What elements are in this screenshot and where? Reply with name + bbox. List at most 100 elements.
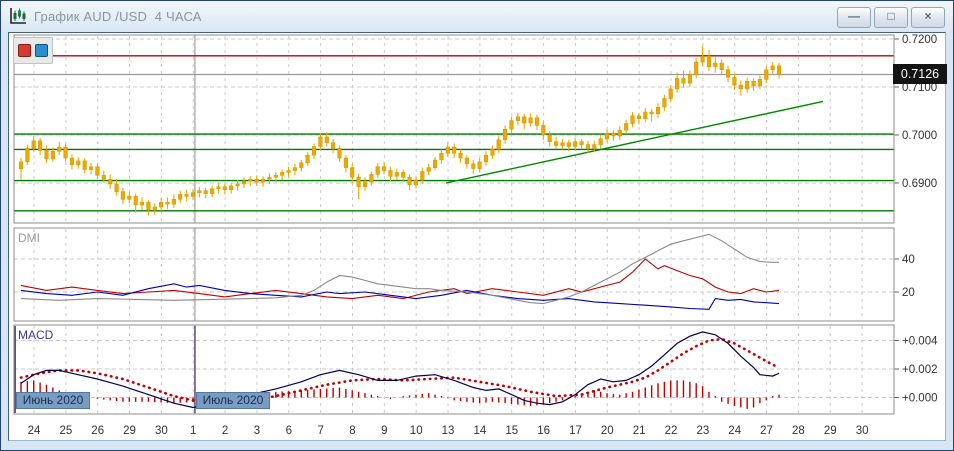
candle [592, 144, 597, 149]
x-axis-label: 16 [537, 425, 550, 437]
candle [95, 166, 100, 176]
candle [643, 111, 648, 119]
candle [324, 136, 329, 143]
candle [534, 117, 540, 126]
candle [190, 192, 196, 197]
x-axis-label: 15 [505, 425, 518, 437]
candle [776, 65, 782, 75]
x-axis-label: 14 [474, 425, 487, 437]
candle [25, 148, 30, 163]
price-axis-label: 0.7200 [902, 34, 937, 46]
candle [362, 181, 368, 188]
candle [350, 167, 355, 178]
x-axis-label: 10 [410, 425, 423, 437]
macd-panel-label: MACD [18, 328, 54, 342]
candle [668, 88, 673, 99]
candle [76, 160, 81, 165]
blue-marker-button[interactable] [35, 44, 48, 57]
candle [235, 183, 240, 187]
close-button[interactable]: × [911, 7, 945, 28]
candle [286, 170, 291, 173]
x-axis-label: 28 [792, 425, 805, 437]
x-axis-label: 2 [222, 425, 228, 437]
candle [738, 84, 743, 90]
macd-panel-border [13, 324, 895, 415]
x-axis-label: 6 [286, 425, 292, 437]
candle [726, 69, 731, 78]
candle [89, 166, 94, 170]
candle [452, 146, 457, 154]
current-price-tag: 0.7126 [893, 64, 947, 84]
candle [585, 144, 590, 149]
candle [120, 191, 125, 200]
x-axis-label: 9 [381, 425, 387, 437]
macd-axis-label: +0.004 [902, 336, 938, 348]
dmi-panel-border [13, 227, 895, 322]
candle [133, 196, 138, 206]
candle [127, 196, 132, 200]
candle [114, 183, 119, 192]
candle [178, 194, 183, 200]
candle [503, 128, 508, 141]
plus_di-line [20, 258, 780, 300]
candle [471, 163, 476, 169]
candle [108, 178, 113, 185]
candle [63, 146, 68, 159]
candle [203, 190, 208, 194]
macd-panel[interactable] [14, 325, 894, 414]
price-axis-label: 0.7100 [902, 82, 937, 94]
candle [624, 123, 629, 131]
candle [50, 151, 55, 160]
red-marker-button[interactable] [18, 44, 31, 57]
dmi-panel[interactable] [14, 228, 894, 321]
price-axis-label: 0.6900 [902, 178, 937, 190]
price-axis-label: 0.7000 [902, 130, 937, 142]
macd-line [20, 331, 780, 409]
candle [18, 161, 24, 169]
candle [254, 178, 259, 183]
macd-histogram [20, 380, 780, 409]
candle [579, 141, 584, 145]
candle [496, 139, 501, 150]
minimize-button[interactable]: — [837, 7, 871, 28]
candle [241, 180, 247, 185]
candle [636, 115, 641, 119]
dmi-axis-label: 40 [902, 254, 915, 266]
candle [318, 136, 323, 147]
x-axis-label: 30 [856, 425, 869, 437]
candlestick-chart-icon [10, 8, 26, 24]
candle [554, 141, 559, 146]
candle [477, 161, 482, 169]
macd-axis-label: +0.000 [902, 393, 938, 405]
candle [745, 80, 750, 90]
month-label-june: Июнь 2020 [16, 392, 90, 409]
price-panel[interactable] [14, 35, 894, 223]
candle [713, 62, 718, 68]
restore-button[interactable]: □ [874, 7, 908, 28]
title-bar[interactable]: График AUD /USD 4 ЧАСА — □ × [1, 1, 953, 31]
candle [159, 201, 164, 208]
x-axis-label: 7 [317, 425, 323, 437]
candle [439, 152, 444, 161]
candle [273, 175, 278, 178]
candle [356, 176, 361, 188]
candle [770, 65, 775, 70]
candle [566, 142, 571, 147]
price-panel-border [13, 34, 895, 224]
trend-line [445, 100, 824, 184]
candle [216, 186, 221, 189]
candle [751, 80, 756, 87]
candles-series [18, 45, 782, 216]
candle [184, 194, 189, 197]
x-axis-label: 23 [696, 425, 709, 437]
candle [420, 171, 425, 181]
candle [413, 179, 418, 186]
candle [407, 176, 412, 186]
candle [573, 141, 578, 147]
candle [146, 201, 151, 211]
candle [490, 149, 495, 156]
candle [687, 74, 692, 84]
candle [388, 170, 393, 177]
chart-toolbar [13, 37, 53, 64]
